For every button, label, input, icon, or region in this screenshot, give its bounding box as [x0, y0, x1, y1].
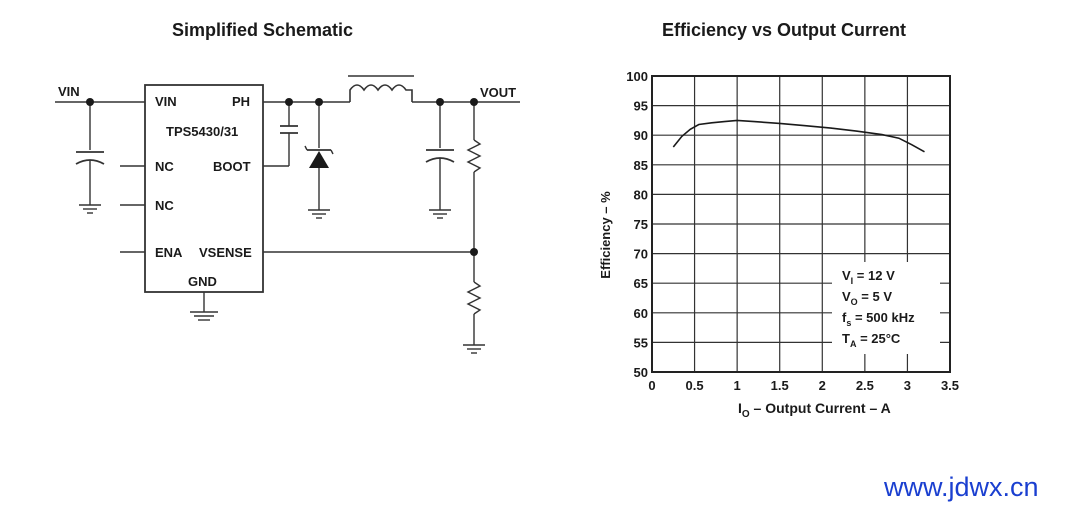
pin-nc2-label: NC — [155, 198, 174, 213]
pin-ph-label: PH — [232, 94, 250, 109]
y-tick-label: 70 — [634, 247, 648, 262]
chip-name-label: TPS5430/31 — [166, 124, 238, 139]
x-tick-label: 2 — [819, 378, 826, 393]
chart-title: Efficiency vs Output Current — [662, 20, 907, 40]
y-axis-label: Efficiency – % — [598, 191, 613, 279]
condition-label: VI = 12 V — [842, 268, 895, 286]
y-tick-label: 60 — [634, 306, 648, 321]
efficiency-chart: 0 0.5 1 1.5 2 2.5 3 3.550556065707580859095100 … — [598, 69, 959, 420]
diode-symbol — [309, 151, 329, 168]
x-tick-label: 3 — [904, 378, 911, 393]
pin-vin-label: VIN — [155, 94, 177, 109]
pin-boot-label: BOOT — [213, 159, 251, 174]
pin-vsense-label: VSENSE — [199, 245, 252, 260]
y-tick-label: 65 — [634, 276, 648, 291]
vin-label: VIN — [58, 84, 80, 99]
x-tick-label: 3.5 — [941, 378, 959, 393]
plot-frame — [651, 75, 951, 373]
pin-nc1-label: NC — [155, 159, 174, 174]
y-tick-label: 55 — [634, 335, 648, 350]
x-tick-label: 0 — [648, 378, 655, 393]
y-tick-label: 50 — [634, 365, 648, 380]
x-tick-label: 0.5 — [686, 378, 704, 393]
x-tick-label: 1 — [734, 378, 741, 393]
schematic-diagram: VIN VOUT VIN PH TPS5430/31 NC BOOT NC EN… — [55, 75, 520, 354]
y-tick-label: 95 — [634, 99, 648, 114]
x-tick-label: 2.5 — [856, 378, 874, 393]
condition-label: fs = 500 kHz — [842, 310, 915, 328]
y-tick-label: 80 — [634, 187, 648, 202]
pin-ena-label: ENA — [155, 245, 183, 260]
condition-label: TA = 25°C — [842, 331, 901, 349]
ic-chip-box — [144, 84, 264, 293]
vout-label: VOUT — [480, 85, 516, 100]
y-tick-label: 75 — [634, 217, 648, 232]
pin-gnd-label: GND — [188, 274, 217, 289]
condition-label: VO = 5 V — [842, 289, 892, 307]
x-axis-label: IO – Output Current – A — [738, 400, 891, 420]
efficiency-series-line — [672, 119, 925, 153]
y-tick-label: 100 — [626, 69, 648, 84]
schematic-title: Simplified Schematic — [172, 20, 354, 40]
y-tick-label: 85 — [634, 158, 648, 173]
conditions-box — [832, 262, 940, 354]
x-tick-label: 1.5 — [771, 378, 789, 393]
watermark-text: www.jdwx.cn — [884, 472, 1039, 502]
y-tick-label: 90 — [634, 128, 648, 143]
